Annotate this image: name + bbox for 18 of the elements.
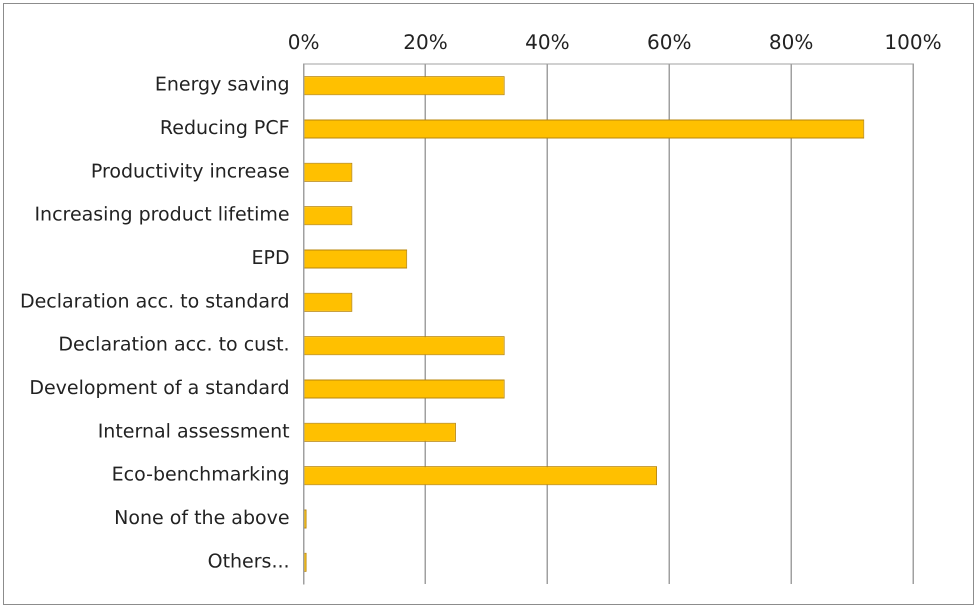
y-tick-label: Productivity increase <box>90 160 290 182</box>
x-tick-label: 20% <box>403 30 448 54</box>
y-tick-label: Eco-benchmarking <box>112 464 290 486</box>
y-tick-label: Others... <box>208 550 290 572</box>
x-tick-label: 60% <box>647 30 692 54</box>
x-tick-label: 40% <box>525 30 570 54</box>
y-tick-label: Internal assessment <box>98 420 290 442</box>
y-tick-label: Declaration acc. to cust. <box>58 334 290 356</box>
y-tick-label: Energy saving <box>154 74 290 96</box>
y-tick-label: EPD <box>251 246 290 269</box>
y-tick-label: Reducing PCF <box>160 116 290 139</box>
y-tick-label: None of the above <box>114 506 290 529</box>
y-tick-label: Declaration acc. to standard <box>20 290 290 312</box>
y-tick-label: Development of a standard <box>29 376 290 399</box>
y-tick-label: Increasing product lifetime <box>34 204 290 226</box>
x-tick-label: 0% <box>288 30 320 54</box>
x-tick-label: 100% <box>884 30 942 54</box>
x-tick-label: 80% <box>768 30 814 54</box>
